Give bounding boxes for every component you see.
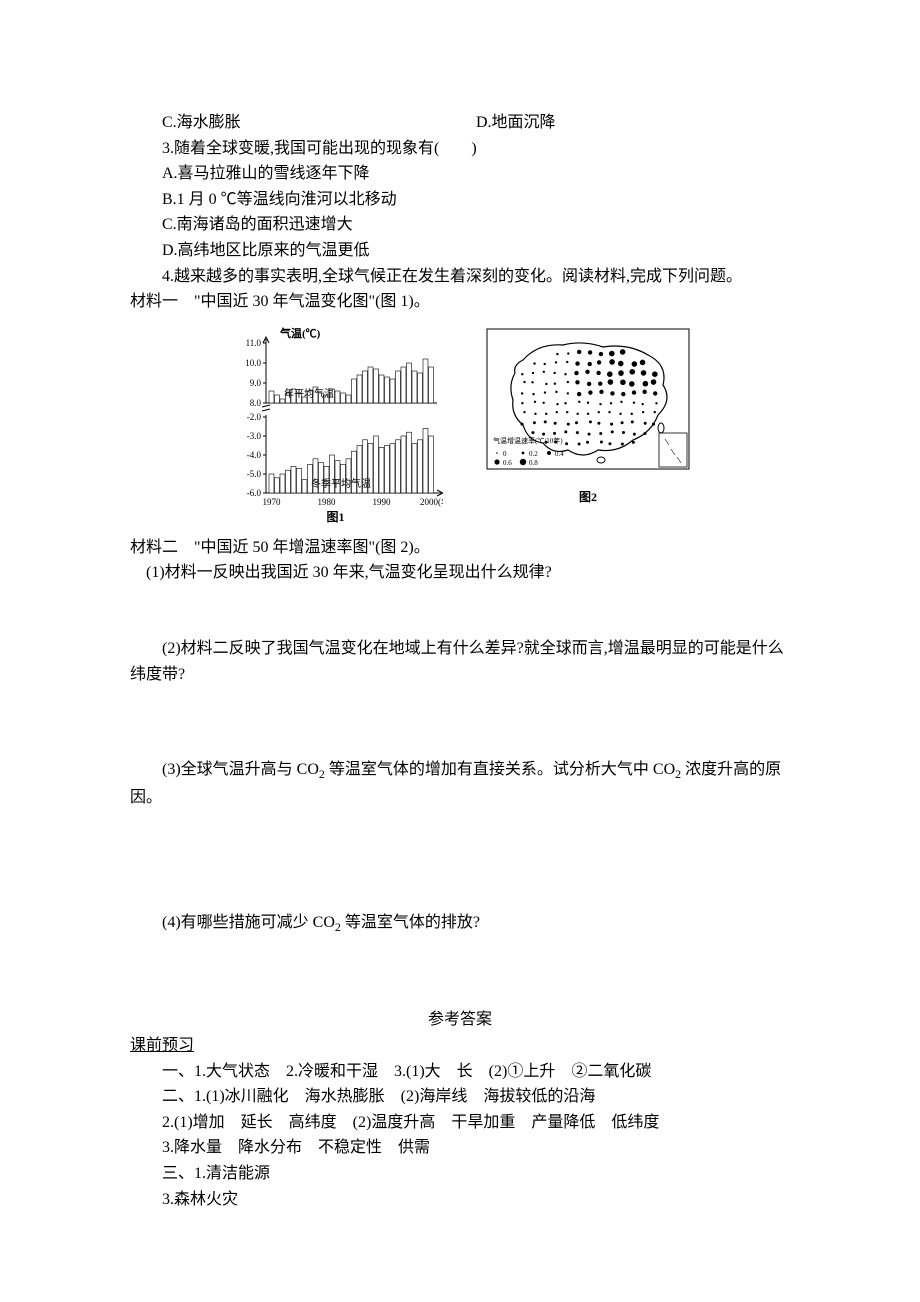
material2: 材料二 "中国近 50 年增温速率图"(图 2)。 <box>130 535 790 561</box>
chart1-svg: 气温(℃) 11.0 10.0 9.0 8.0 年平均气温 -2.0 -3.0 -4.0 -5.0… <box>228 325 443 525</box>
svg-text:8.0: 8.0 <box>249 398 261 408</box>
material1: 材料一 "中国近 30 年气温变化图"(图 1)。 <box>130 289 790 315</box>
answers-line5: 三、1.清洁能源 <box>130 1161 790 1187</box>
svg-text:9.0: 9.0 <box>249 378 261 388</box>
material2-text: "中国近 50 年增温速率图"(图 2)。 <box>194 539 430 556</box>
q4-sub1: (1)材料一反映出我国近 30 年来,气温变化呈现出什么规律? <box>130 560 790 586</box>
q3-b: B.1 月 0 ℃等温线向淮河以北移动 <box>130 187 790 213</box>
answers-line3: 2.(1)增加 延长 高纬度 (2)温度升高 干旱加重 产量降低 低纬度 <box>130 1110 790 1136</box>
answers-line6: 3.森林火灾 <box>130 1187 790 1213</box>
svg-text:0.6: 0.6 <box>503 459 512 467</box>
q3-stem: 3.随着全球变暖,我国可能出现的现象有( ) <box>130 136 790 162</box>
figures-row: 气温(℃) 11.0 10.0 9.0 8.0 年平均气温 -2.0 -3.0 -4.0 -5.0… <box>130 325 790 525</box>
answers-line4: 3.降水量 降水分布 不稳定性 供需 <box>130 1135 790 1161</box>
option-cd-row: C.海水膨胀 D.地面沉降 <box>130 110 790 136</box>
svg-text:年平均气温: 年平均气温 <box>284 387 334 400</box>
q3-a: A.喜马拉雅山的雪线逐年下降 <box>130 161 790 187</box>
svg-text:0.2: 0.2 <box>529 450 538 458</box>
map2-container: 气温增温速率(℃/10年) 0 0.2 0.4 0.6 0.8 图2 <box>483 325 693 525</box>
q4-sub2: (2)材料二反映了我国气温变化在地域上有什么差异?就全球而言,增温最明显的可能是… <box>130 636 790 687</box>
svg-text:-4.0: -4.0 <box>246 450 261 460</box>
svg-text:气温增温速率(℃/10年): 气温增温速率(℃/10年) <box>493 436 563 445</box>
svg-text:-6.0: -6.0 <box>246 488 261 498</box>
answers-section-heading: 课前预习 <box>130 1033 790 1059</box>
svg-text:0.4: 0.4 <box>555 450 564 458</box>
svg-text:1990: 1990 <box>372 497 391 507</box>
svg-text:-2.0: -2.0 <box>246 412 261 422</box>
svg-text:1980: 1980 <box>317 497 336 507</box>
svg-text:2000(年): 2000(年) <box>419 496 442 507</box>
svg-text:10.0: 10.0 <box>245 358 261 368</box>
svg-text:1970: 1970 <box>262 497 281 507</box>
option-c: C.海水膨胀 <box>162 110 476 136</box>
svg-text:11.0: 11.0 <box>245 338 261 348</box>
svg-text:图2: 图2 <box>578 490 596 504</box>
q4-stem: 4.越来越多的事实表明,全球气候正在发生着深刻的变化。阅读材料,完成下列问题。 <box>130 264 790 290</box>
svg-text:-5.0: -5.0 <box>246 469 261 479</box>
q4-sub3: (3)全球气温升高与 CO2 等温室气体的增加有直接关系。试分析大气中 CO2 … <box>130 757 790 810</box>
svg-text:-3.0: -3.0 <box>246 431 261 441</box>
svg-text:气温(℃): 气温(℃) <box>279 326 321 340</box>
q3-d: D.高纬地区比原来的气温更低 <box>130 238 790 264</box>
q4-sub4: (4)有哪些措施可减少 CO2 等温室气体的排放? <box>130 910 790 937</box>
chart1-container: 气温(℃) 11.0 10.0 9.0 8.0 年平均气温 -2.0 -3.0 -4.0 -5.0… <box>228 325 443 525</box>
option-d: D.地面沉降 <box>476 110 790 136</box>
svg-text:图1: 图1 <box>326 510 344 524</box>
material2-prefix: 材料二 <box>130 539 194 556</box>
answers-line2: 二、1.(1)冰川融化 海水热膨胀 (2)海岸线 海拔较低的沿海 <box>130 1084 790 1110</box>
answers-title: 参考答案 <box>130 1007 790 1033</box>
answers-line1: 一、1.大气状态 2.冷暖和干湿 3.(1)大 长 (2)①上升 ②二氧化碳 <box>130 1059 790 1085</box>
material1-text: "中国近 30 年气温变化图"(图 1)。 <box>194 293 430 310</box>
svg-text:0.8: 0.8 <box>529 459 538 467</box>
svg-text:冬季平均气温: 冬季平均气温 <box>311 477 371 490</box>
map2-svg: 气温增温速率(℃/10年) 0 0.2 0.4 0.6 0.8 图2 <box>483 325 693 505</box>
q3-c: C.南海诸岛的面积迅速增大 <box>130 212 790 238</box>
material1-prefix: 材料一 <box>130 293 194 310</box>
svg-text:0: 0 <box>503 450 507 458</box>
